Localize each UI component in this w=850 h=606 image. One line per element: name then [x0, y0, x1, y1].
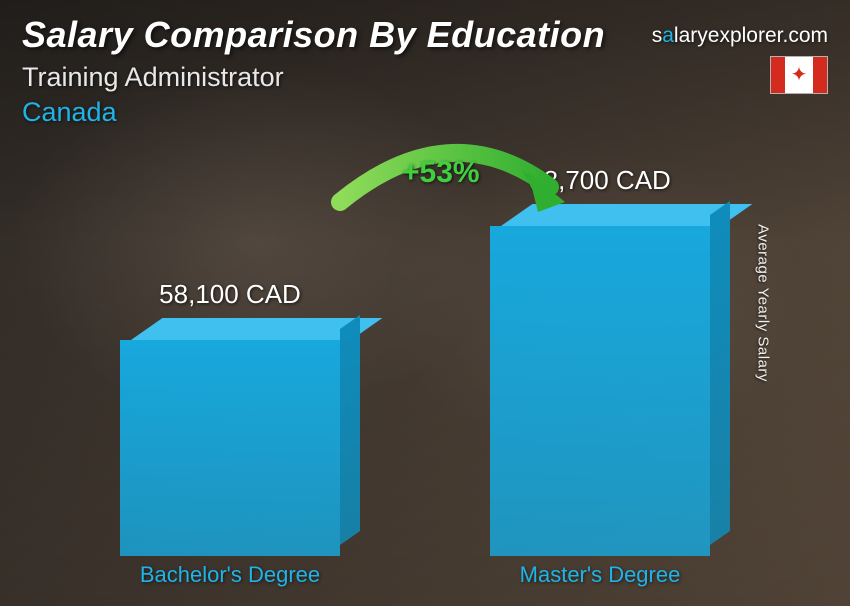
bar-value-label: 58,100 CAD [120, 279, 340, 310]
bar-chart: 58,100 CAD Bachelor's Degree 88,700 CAD Mas… [60, 158, 760, 588]
flag-stripe-right [813, 57, 827, 93]
infographic-container: Salary Comparison By Education Training … [0, 0, 850, 606]
bar-side-face [340, 315, 360, 545]
maple-leaf-icon: ✦ [791, 65, 808, 85]
bar-front-face [120, 340, 340, 556]
bar-value-label: 88,700 CAD [490, 165, 710, 196]
brand-accent: a [662, 24, 674, 47]
flag-center: ✦ [785, 57, 813, 93]
country-flag-icon: ✦ [770, 56, 828, 94]
bar-3d [490, 226, 710, 556]
bar-3d [120, 340, 340, 556]
chart-country: Canada [22, 97, 828, 128]
bar-side-face [710, 201, 730, 545]
brand-suffix: .com [782, 24, 828, 47]
brand-prefix: s [652, 24, 663, 47]
bar-category-label: Master's Degree [490, 562, 710, 588]
chart-subtitle: Training Administrator [22, 62, 828, 93]
flag-stripe-left [771, 57, 785, 93]
bar-category-label: Bachelor's Degree [120, 562, 340, 588]
bar-front-face [490, 226, 710, 556]
brand-mid: laryexplorer [674, 24, 783, 47]
brand-watermark: salaryexplorer.com [652, 24, 828, 48]
